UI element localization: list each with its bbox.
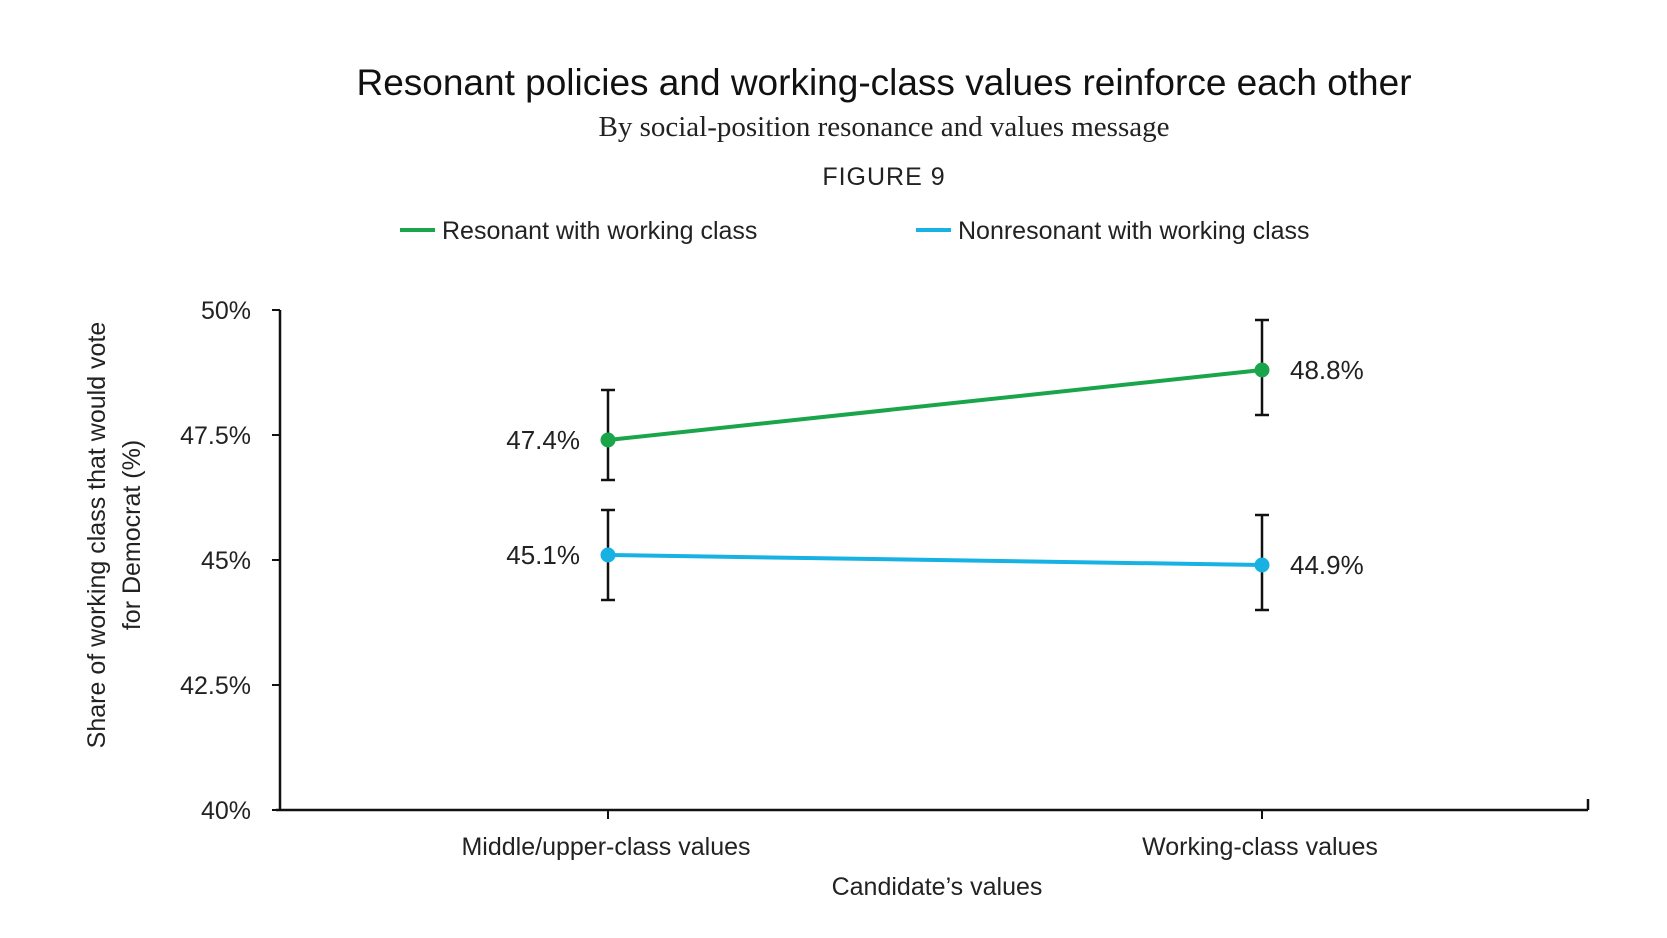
y-tick-label: 45% [201,547,251,575]
axes: 40% 42.5% 45% 47.5% 50% Middle/upper-class va… [180,297,1590,861]
figure-label: FIGURE 9 [822,163,945,191]
y-axis-title: Share of working class that would vote f… [83,322,146,749]
legend-label-nonresonant: Nonresonant with working class [958,217,1310,245]
series-line [607,553,1263,567]
data-label: 47.4% [506,425,580,455]
series-line [607,368,1263,442]
data-point [1254,362,1270,378]
data-point [600,432,616,448]
y-tick-label: 42.5% [180,672,251,700]
data-point [1254,557,1270,573]
x-tick-label: Working-class values [1142,833,1378,861]
plot-area: 47.4% 48.8% 45.1% 44.9% [506,318,1364,612]
y-tick-label: 40% [201,797,251,825]
legend-label-resonant: Resonant with working class [442,217,757,245]
data-label: 48.8% [1290,355,1364,385]
y-tick-label: 47.5% [180,422,251,450]
x-axis-title: Candidate’s values [832,873,1043,901]
data-label: 45.1% [506,540,580,570]
chart-title: Resonant policies and working-class valu… [356,62,1411,103]
y-axis-title-line-1: Share of working class that would vote [83,322,111,749]
y-axis-title-line-2: for Democrat (%) [118,440,146,630]
data-label: 44.9% [1290,550,1364,580]
y-tick-label: 50% [201,297,251,325]
chart-subtitle: By social-position resonance and values … [599,111,1170,143]
data-point [600,547,616,563]
legend: Resonant with working class Nonresonant … [400,217,1310,245]
x-tick-label: Middle/upper-class values [461,833,750,861]
